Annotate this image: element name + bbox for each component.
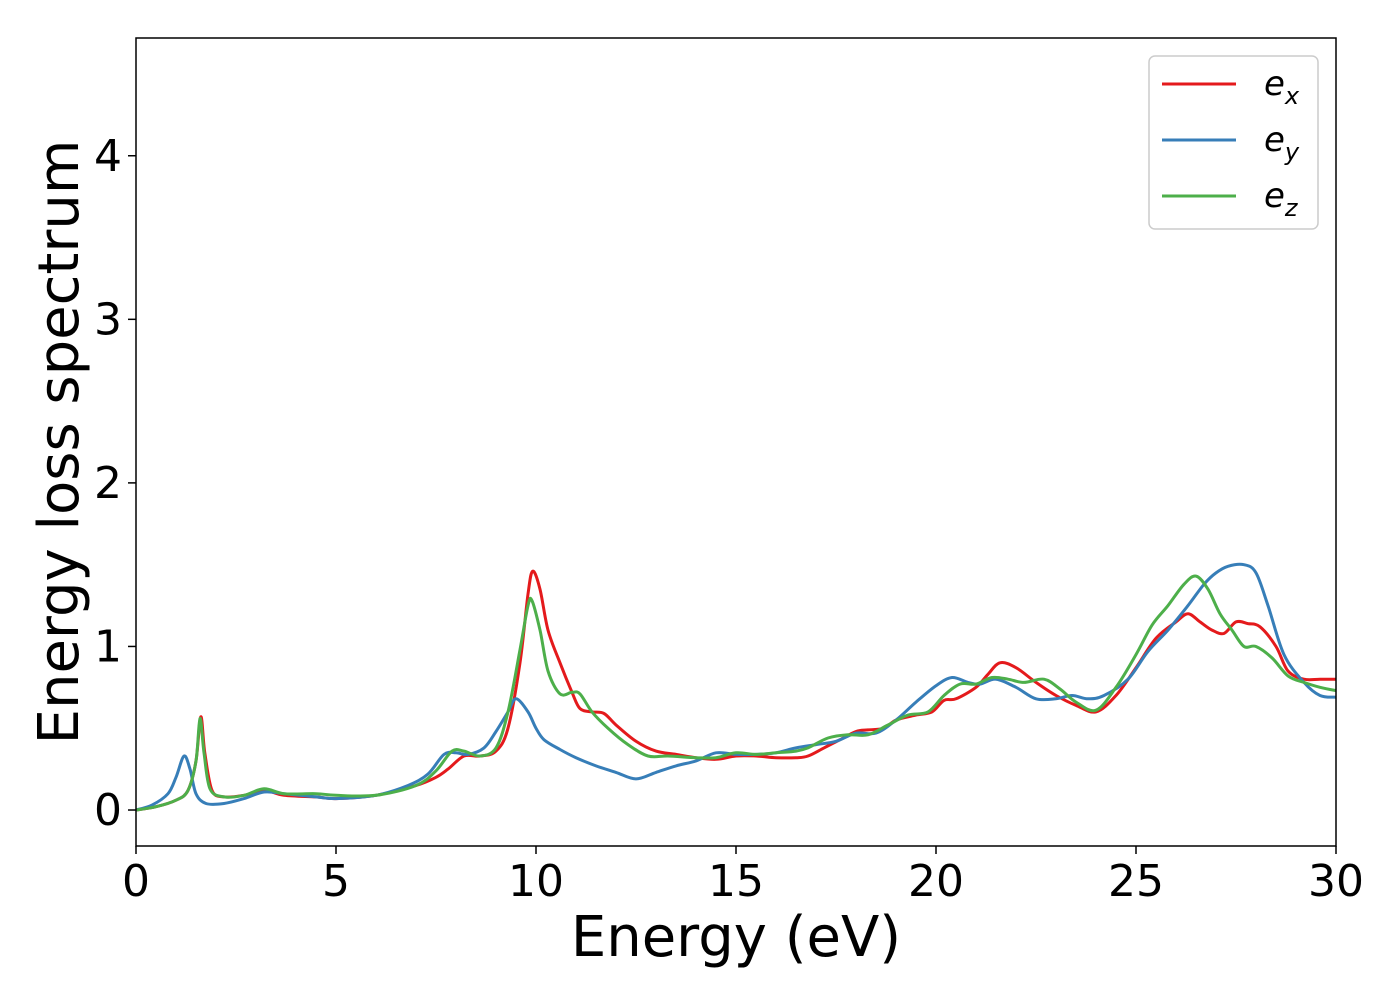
y-tick-label: 1 xyxy=(94,621,122,672)
legend: ex ey ez xyxy=(1148,55,1319,230)
x-axis: 0 5 10 15 20 25 30 xyxy=(122,846,1364,907)
series-layer xyxy=(136,562,1336,812)
legend-entry-ex: ex xyxy=(1264,64,1300,110)
y-tick-label: 3 xyxy=(94,294,122,345)
x-tick-label: 15 xyxy=(708,856,764,907)
series-line-ey xyxy=(136,562,1336,812)
x-tick-label: 20 xyxy=(908,856,964,907)
x-tick-label: 25 xyxy=(1108,856,1164,907)
x-tick-label: 30 xyxy=(1308,856,1364,907)
legend-entry-ey: ey xyxy=(1264,120,1300,166)
x-tick-label: 0 xyxy=(122,856,150,907)
legend-entry-ez: ez xyxy=(1264,176,1299,222)
series-line-ex xyxy=(136,569,1336,812)
legend-box xyxy=(1148,55,1319,230)
x-tick-label: 10 xyxy=(508,856,564,907)
y-tick-label: 2 xyxy=(94,458,122,509)
y-axis: 0 1 2 3 4 xyxy=(94,131,136,836)
y-tick-label: 4 xyxy=(94,131,122,182)
x-axis-label: Energy (eV) xyxy=(571,905,901,970)
series-line-ez xyxy=(136,574,1336,812)
y-tick-label: 0 xyxy=(94,785,122,836)
x-tick-label: 5 xyxy=(322,856,350,907)
y-axis-label: Energy loss spectrum xyxy=(27,140,92,745)
